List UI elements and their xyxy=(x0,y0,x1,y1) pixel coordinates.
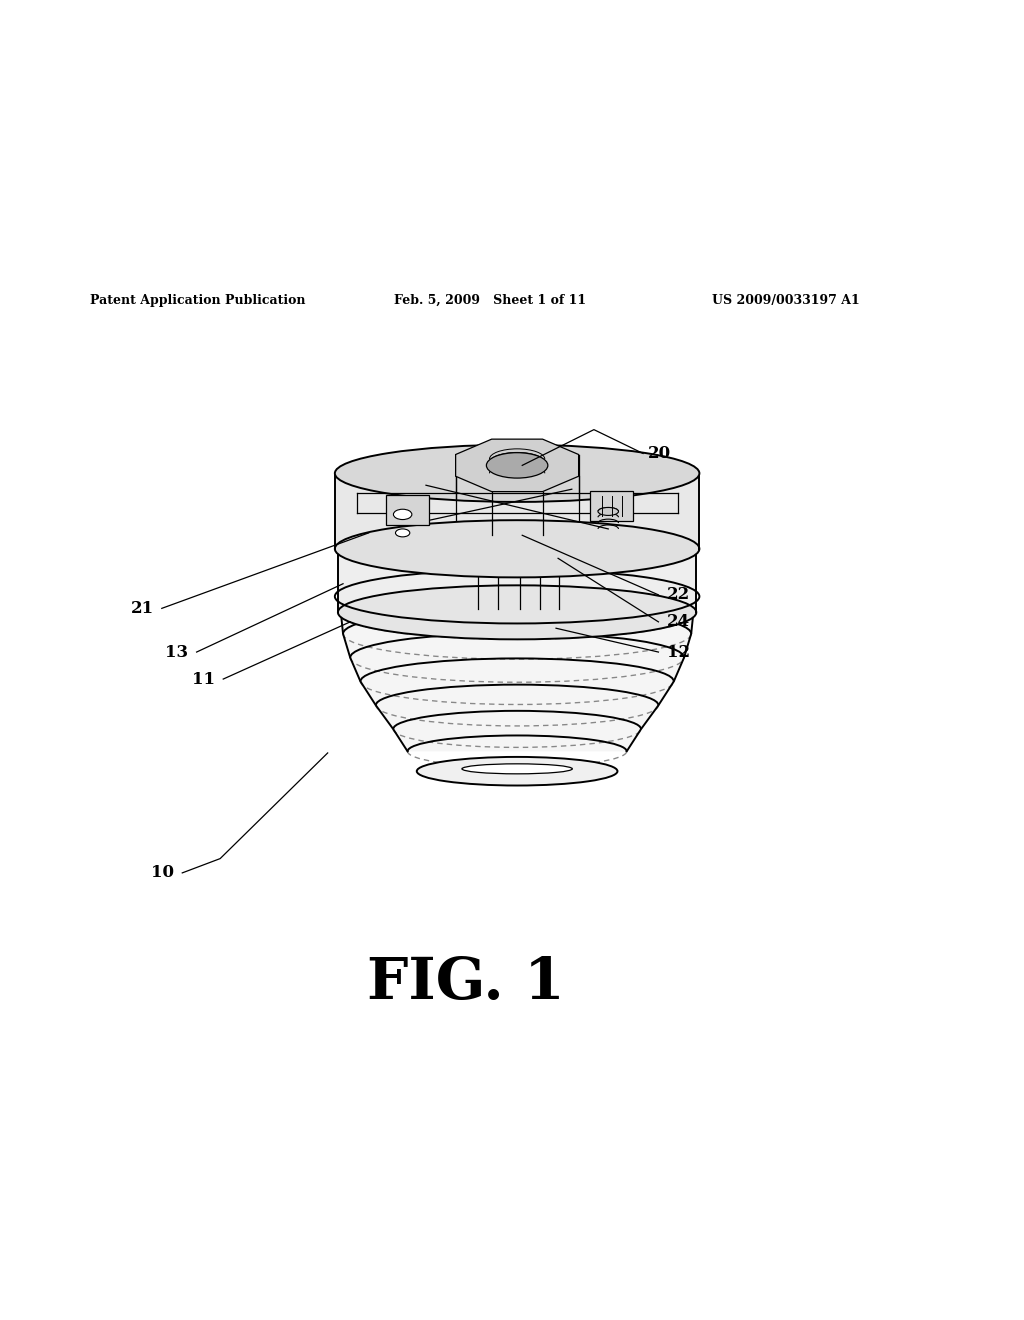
Ellipse shape xyxy=(393,510,412,520)
Polygon shape xyxy=(335,474,699,549)
Polygon shape xyxy=(386,495,429,525)
Text: 24: 24 xyxy=(667,614,690,631)
Ellipse shape xyxy=(338,521,696,576)
Text: 13: 13 xyxy=(165,644,188,660)
Ellipse shape xyxy=(417,756,617,785)
Ellipse shape xyxy=(335,445,699,502)
Text: 20: 20 xyxy=(648,445,672,462)
Ellipse shape xyxy=(344,449,690,498)
Text: US 2009/0033197 A1: US 2009/0033197 A1 xyxy=(712,293,859,306)
Polygon shape xyxy=(341,614,693,751)
Ellipse shape xyxy=(486,453,548,478)
Text: 12: 12 xyxy=(667,644,690,660)
Polygon shape xyxy=(338,549,696,612)
Ellipse shape xyxy=(338,585,696,639)
Text: 22: 22 xyxy=(667,586,690,603)
Ellipse shape xyxy=(395,529,410,537)
Text: 11: 11 xyxy=(193,671,215,688)
Text: 21: 21 xyxy=(130,599,154,616)
Text: 10: 10 xyxy=(152,865,174,882)
Polygon shape xyxy=(591,491,634,521)
Ellipse shape xyxy=(598,507,618,515)
Text: FIG. 1: FIG. 1 xyxy=(367,956,565,1011)
Text: Patent Application Publication: Patent Application Publication xyxy=(90,293,305,306)
Polygon shape xyxy=(456,440,579,491)
Ellipse shape xyxy=(335,520,699,577)
Text: Feb. 5, 2009   Sheet 1 of 11: Feb. 5, 2009 Sheet 1 of 11 xyxy=(394,293,587,306)
Ellipse shape xyxy=(462,764,572,774)
